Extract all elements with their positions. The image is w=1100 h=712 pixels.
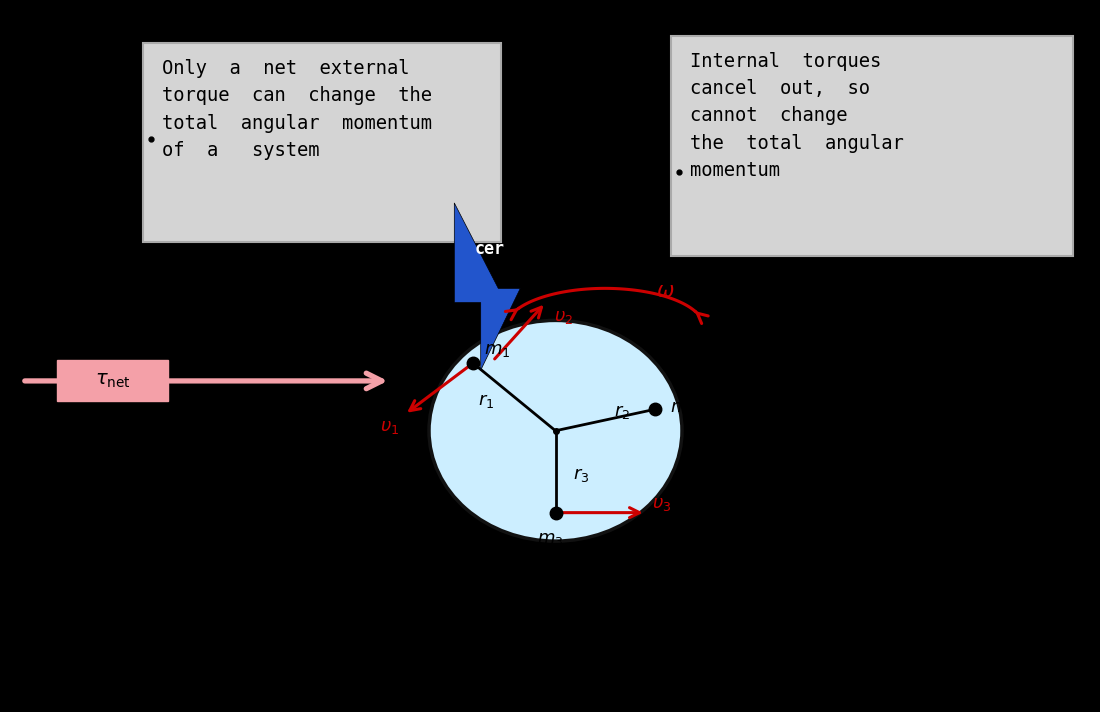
FancyBboxPatch shape (143, 43, 500, 242)
Text: $r_3$: $r_3$ (573, 466, 590, 484)
Text: $m_1$: $m_1$ (484, 341, 510, 359)
FancyBboxPatch shape (671, 36, 1072, 256)
Text: Only  a  net  external
torque  can  change  the
total  angular  momentum
of  a  : Only a net external torque can change th… (162, 59, 431, 160)
Text: $\upsilon_3$: $\upsilon_3$ (652, 495, 672, 513)
Text: $\upsilon_1$: $\upsilon_1$ (379, 418, 399, 436)
Text: $m_2$: $m_2$ (670, 399, 696, 417)
FancyBboxPatch shape (57, 360, 168, 401)
Text: $\omega$: $\omega$ (657, 281, 674, 300)
Text: $r_1$: $r_1$ (478, 392, 495, 409)
Text: $\upsilon_2$: $\upsilon_2$ (554, 308, 573, 326)
Text: Internal  torques
cancel  out,  so
cannot  change
the  total  angular
momentum: Internal torques cancel out, so cannot c… (690, 52, 903, 180)
Text: $r_2$: $r_2$ (614, 402, 630, 421)
Polygon shape (454, 203, 520, 370)
Text: $m_3$: $m_3$ (537, 530, 563, 548)
Text: $\tau_\mathrm{net}$: $\tau_\mathrm{net}$ (95, 371, 131, 389)
Ellipse shape (429, 320, 682, 541)
Text: cer: cer (474, 240, 505, 258)
